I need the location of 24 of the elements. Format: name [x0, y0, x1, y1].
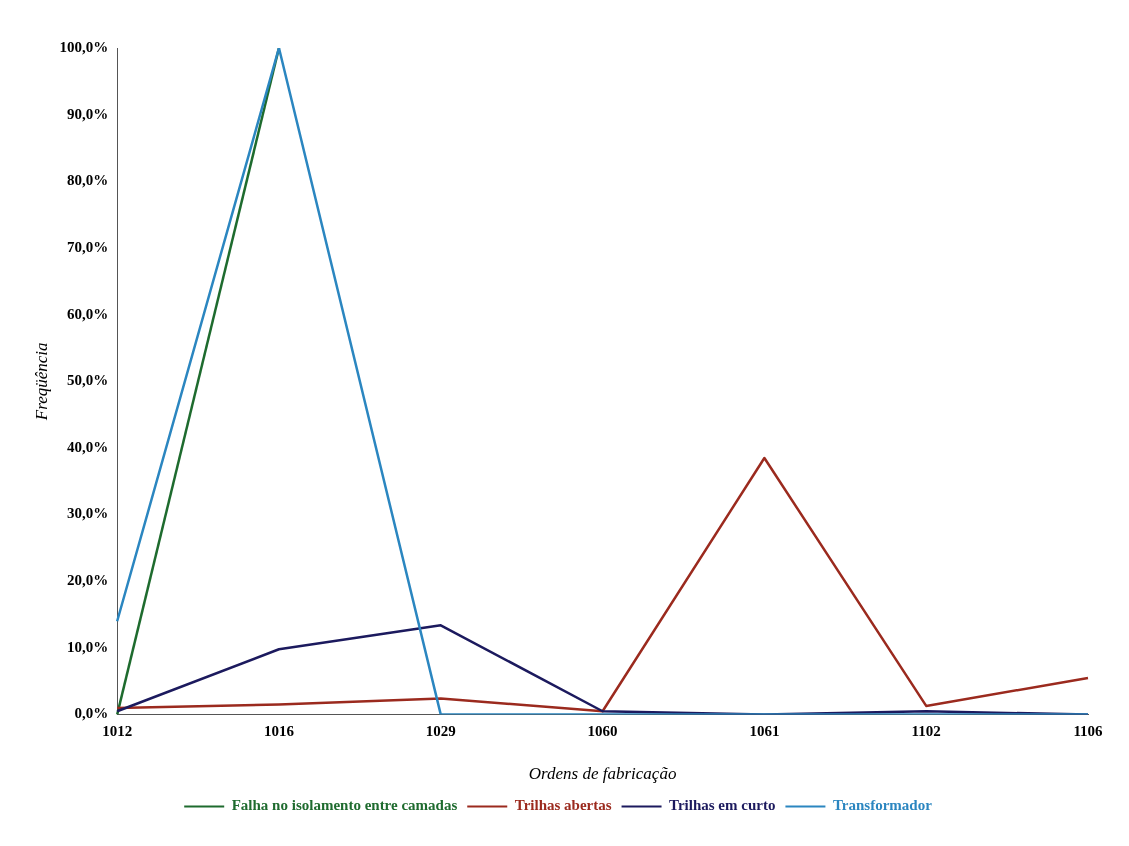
- y-axis-title: Freqüência: [31, 342, 51, 422]
- x-tick-label: 1061: [749, 723, 780, 740]
- x-axis-title: Ordens de fabricação: [528, 764, 677, 784]
- legend-label: Transformador: [832, 797, 933, 814]
- y-tick-label: 80,0%: [66, 172, 109, 189]
- y-tick-label: 40,0%: [66, 438, 109, 455]
- legend-label: Falha no isolamento entre camadas: [231, 797, 458, 814]
- legend-label: Trilhas abertas: [514, 797, 612, 814]
- x-tick-label: 1060: [587, 723, 618, 740]
- x-tick-label: 1029: [425, 723, 456, 740]
- y-tick-label: 50,0%: [66, 372, 109, 389]
- y-tick-label: 100,0%: [59, 38, 109, 55]
- y-tick-label: 0,0%: [74, 705, 109, 722]
- legend-label: Trilhas em curto: [669, 797, 776, 814]
- x-tick-label: 1102: [911, 723, 941, 740]
- y-tick-label: 10,0%: [66, 638, 109, 655]
- x-tick-label: 1012: [102, 723, 133, 740]
- y-tick-label: 30,0%: [66, 505, 109, 522]
- x-tick-label: 1016: [263, 723, 295, 740]
- y-tick-label: 70,0%: [66, 238, 109, 255]
- y-tick-label: 20,0%: [66, 572, 109, 589]
- x-tick-label: 1106: [1073, 723, 1104, 740]
- y-tick-label: 60,0%: [66, 305, 109, 322]
- y-tick-label: 90,0%: [66, 105, 109, 122]
